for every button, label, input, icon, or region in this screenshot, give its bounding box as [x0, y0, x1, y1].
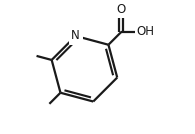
Text: O: O: [117, 3, 126, 16]
Text: OH: OH: [136, 25, 154, 38]
Text: N: N: [71, 29, 80, 42]
